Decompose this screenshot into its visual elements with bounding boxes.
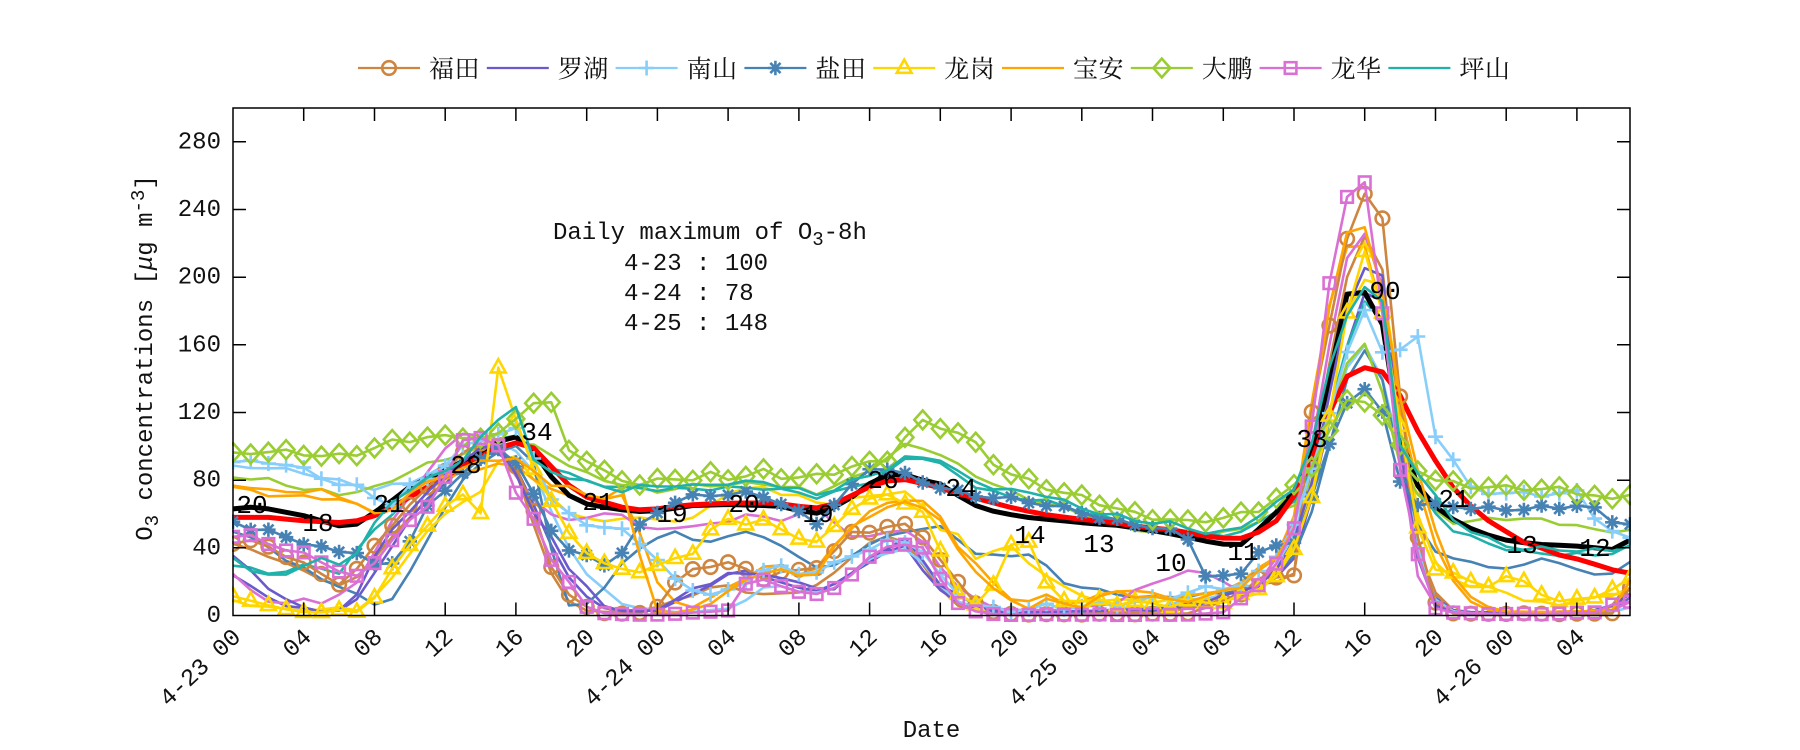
- svg-text:20: 20: [728, 490, 759, 520]
- svg-text:19: 19: [802, 500, 833, 530]
- svg-text:Daily maximum of O3-8h: Daily maximum of O3-8h: [553, 220, 867, 251]
- svg-text:200: 200: [178, 265, 221, 292]
- svg-text:40: 40: [192, 535, 221, 562]
- svg-text:28: 28: [450, 451, 481, 481]
- svg-text:26: 26: [867, 466, 898, 496]
- svg-text:240: 240: [178, 197, 221, 224]
- svg-text:12: 12: [1579, 534, 1610, 564]
- svg-text:O3 concentrations [μg m-3]: O3 concentrations [μg m-3]: [128, 175, 164, 541]
- svg-text:14: 14: [1014, 521, 1045, 551]
- svg-text:13: 13: [1506, 531, 1537, 561]
- svg-text:160: 160: [178, 332, 221, 359]
- svg-text:80: 80: [192, 468, 221, 495]
- svg-text:20: 20: [236, 491, 267, 521]
- svg-text:0: 0: [207, 603, 221, 630]
- svg-text:34: 34: [521, 418, 552, 448]
- svg-text:10: 10: [1155, 549, 1186, 579]
- svg-text:33: 33: [1296, 425, 1327, 455]
- svg-text:18: 18: [302, 509, 333, 539]
- svg-text:21: 21: [373, 490, 404, 520]
- svg-text:120: 120: [178, 400, 221, 427]
- svg-text:19: 19: [656, 500, 687, 530]
- svg-text:90: 90: [1369, 277, 1400, 307]
- svg-text:13: 13: [1083, 530, 1114, 560]
- svg-text:Date: Date: [903, 718, 961, 745]
- svg-text:24: 24: [945, 474, 976, 504]
- svg-text:21: 21: [1438, 485, 1469, 515]
- svg-text:280: 280: [178, 129, 221, 156]
- svg-text:4-24 : 78: 4-24 : 78: [624, 281, 754, 308]
- svg-text:4-25 : 148: 4-25 : 148: [624, 311, 768, 338]
- svg-text:21: 21: [582, 488, 613, 518]
- svg-text:11: 11: [1227, 538, 1258, 568]
- svg-text:4-23 : 100: 4-23 : 100: [624, 251, 768, 278]
